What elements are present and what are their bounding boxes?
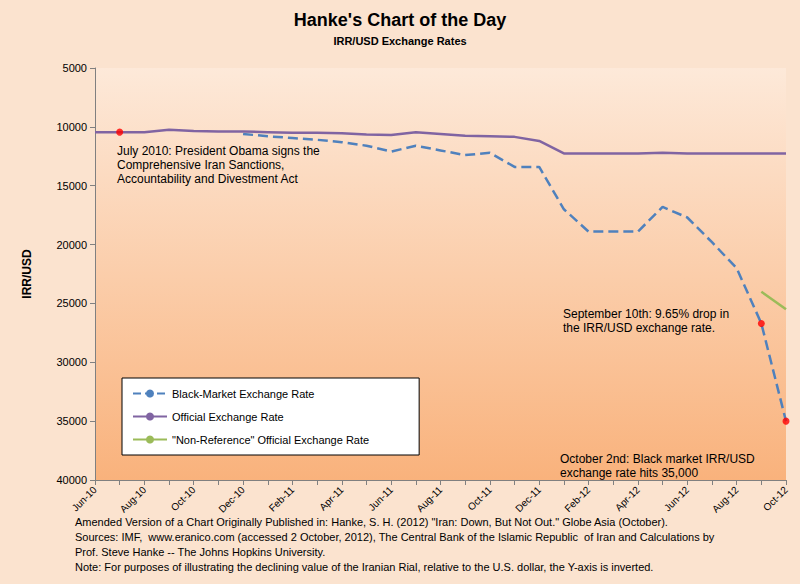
svg-text:Feb-12: Feb-12 [562, 484, 592, 514]
svg-text:IRR/USD: IRR/USD [20, 249, 34, 299]
svg-text:Comprehensive Iran Sanctions,: Comprehensive Iran Sanctions, [117, 158, 284, 172]
svg-text:July 2010: President Obama sig: July 2010: President Obama signs the [117, 144, 320, 158]
svg-text:Aug-10: Aug-10 [118, 484, 149, 515]
svg-text:10000: 10000 [56, 121, 87, 133]
svg-text:Accountability and Divestment: Accountability and Divestment Act [117, 172, 298, 186]
svg-text:5000: 5000 [63, 62, 87, 74]
svg-text:15000: 15000 [56, 180, 87, 192]
svg-text:40000: 40000 [56, 474, 87, 486]
svg-text:September 10th: 9.65% drop in: September 10th: 9.65% drop in [563, 307, 729, 321]
svg-text:October 2nd: Black market IRR/: October 2nd: Black market IRR/USD [560, 452, 755, 466]
svg-text:Official Exchange Rate: Official Exchange Rate [172, 411, 284, 423]
svg-text:IRR/USD Exchange Rates: IRR/USD Exchange Rates [333, 35, 466, 47]
svg-text:Dec-10: Dec-10 [216, 484, 247, 515]
svg-text:Jun-12: Jun-12 [662, 484, 692, 514]
svg-text:Aug-12: Aug-12 [710, 484, 741, 515]
svg-text:Oct-12: Oct-12 [761, 484, 790, 513]
svg-text:Black-Market Exchange Rate: Black-Market Exchange Rate [172, 388, 314, 400]
svg-text:Jun-10: Jun-10 [70, 484, 100, 514]
svg-text:Amended Version of a Chart Ori: Amended Version of a Chart Originally Pu… [75, 516, 668, 528]
svg-text:Feb-11: Feb-11 [267, 484, 297, 514]
svg-text:Sources: IMF, www.eranico.com: Sources: IMF, www.eranico.com (accessed … [75, 531, 715, 543]
svg-text:Prof. Steve Hanke -- The Johns: Prof. Steve Hanke -- The Johns Hopkins U… [75, 546, 325, 558]
svg-text:Jun-11: Jun-11 [366, 484, 395, 513]
svg-text:20000: 20000 [56, 239, 87, 251]
svg-text:Oct-10: Oct-10 [169, 484, 198, 513]
svg-text:Hanke's Chart of the Day: Hanke's Chart of the Day [294, 10, 506, 30]
svg-text:35000: 35000 [56, 415, 87, 427]
svg-text:Aug-11: Aug-11 [414, 484, 444, 514]
svg-text:25000: 25000 [56, 297, 87, 309]
svg-text:Apr-12: Apr-12 [613, 484, 642, 513]
svg-text:30000: 30000 [56, 356, 87, 368]
svg-text:Apr-11: Apr-11 [317, 484, 346, 513]
svg-text:the IRR/USD exchange rate.: the IRR/USD exchange rate. [563, 321, 715, 335]
svg-text:exchange rate hits 35,000: exchange rate hits 35,000 [560, 466, 698, 480]
svg-text:Oct-11: Oct-11 [465, 484, 494, 513]
svg-text:Note: For purposes of illustra: Note: For purposes of illustrating the d… [75, 561, 653, 573]
svg-text:"Non-Reference" Official Excha: "Non-Reference" Official Exchange Rate [172, 434, 369, 446]
svg-text:Dec-11: Dec-11 [513, 484, 543, 514]
